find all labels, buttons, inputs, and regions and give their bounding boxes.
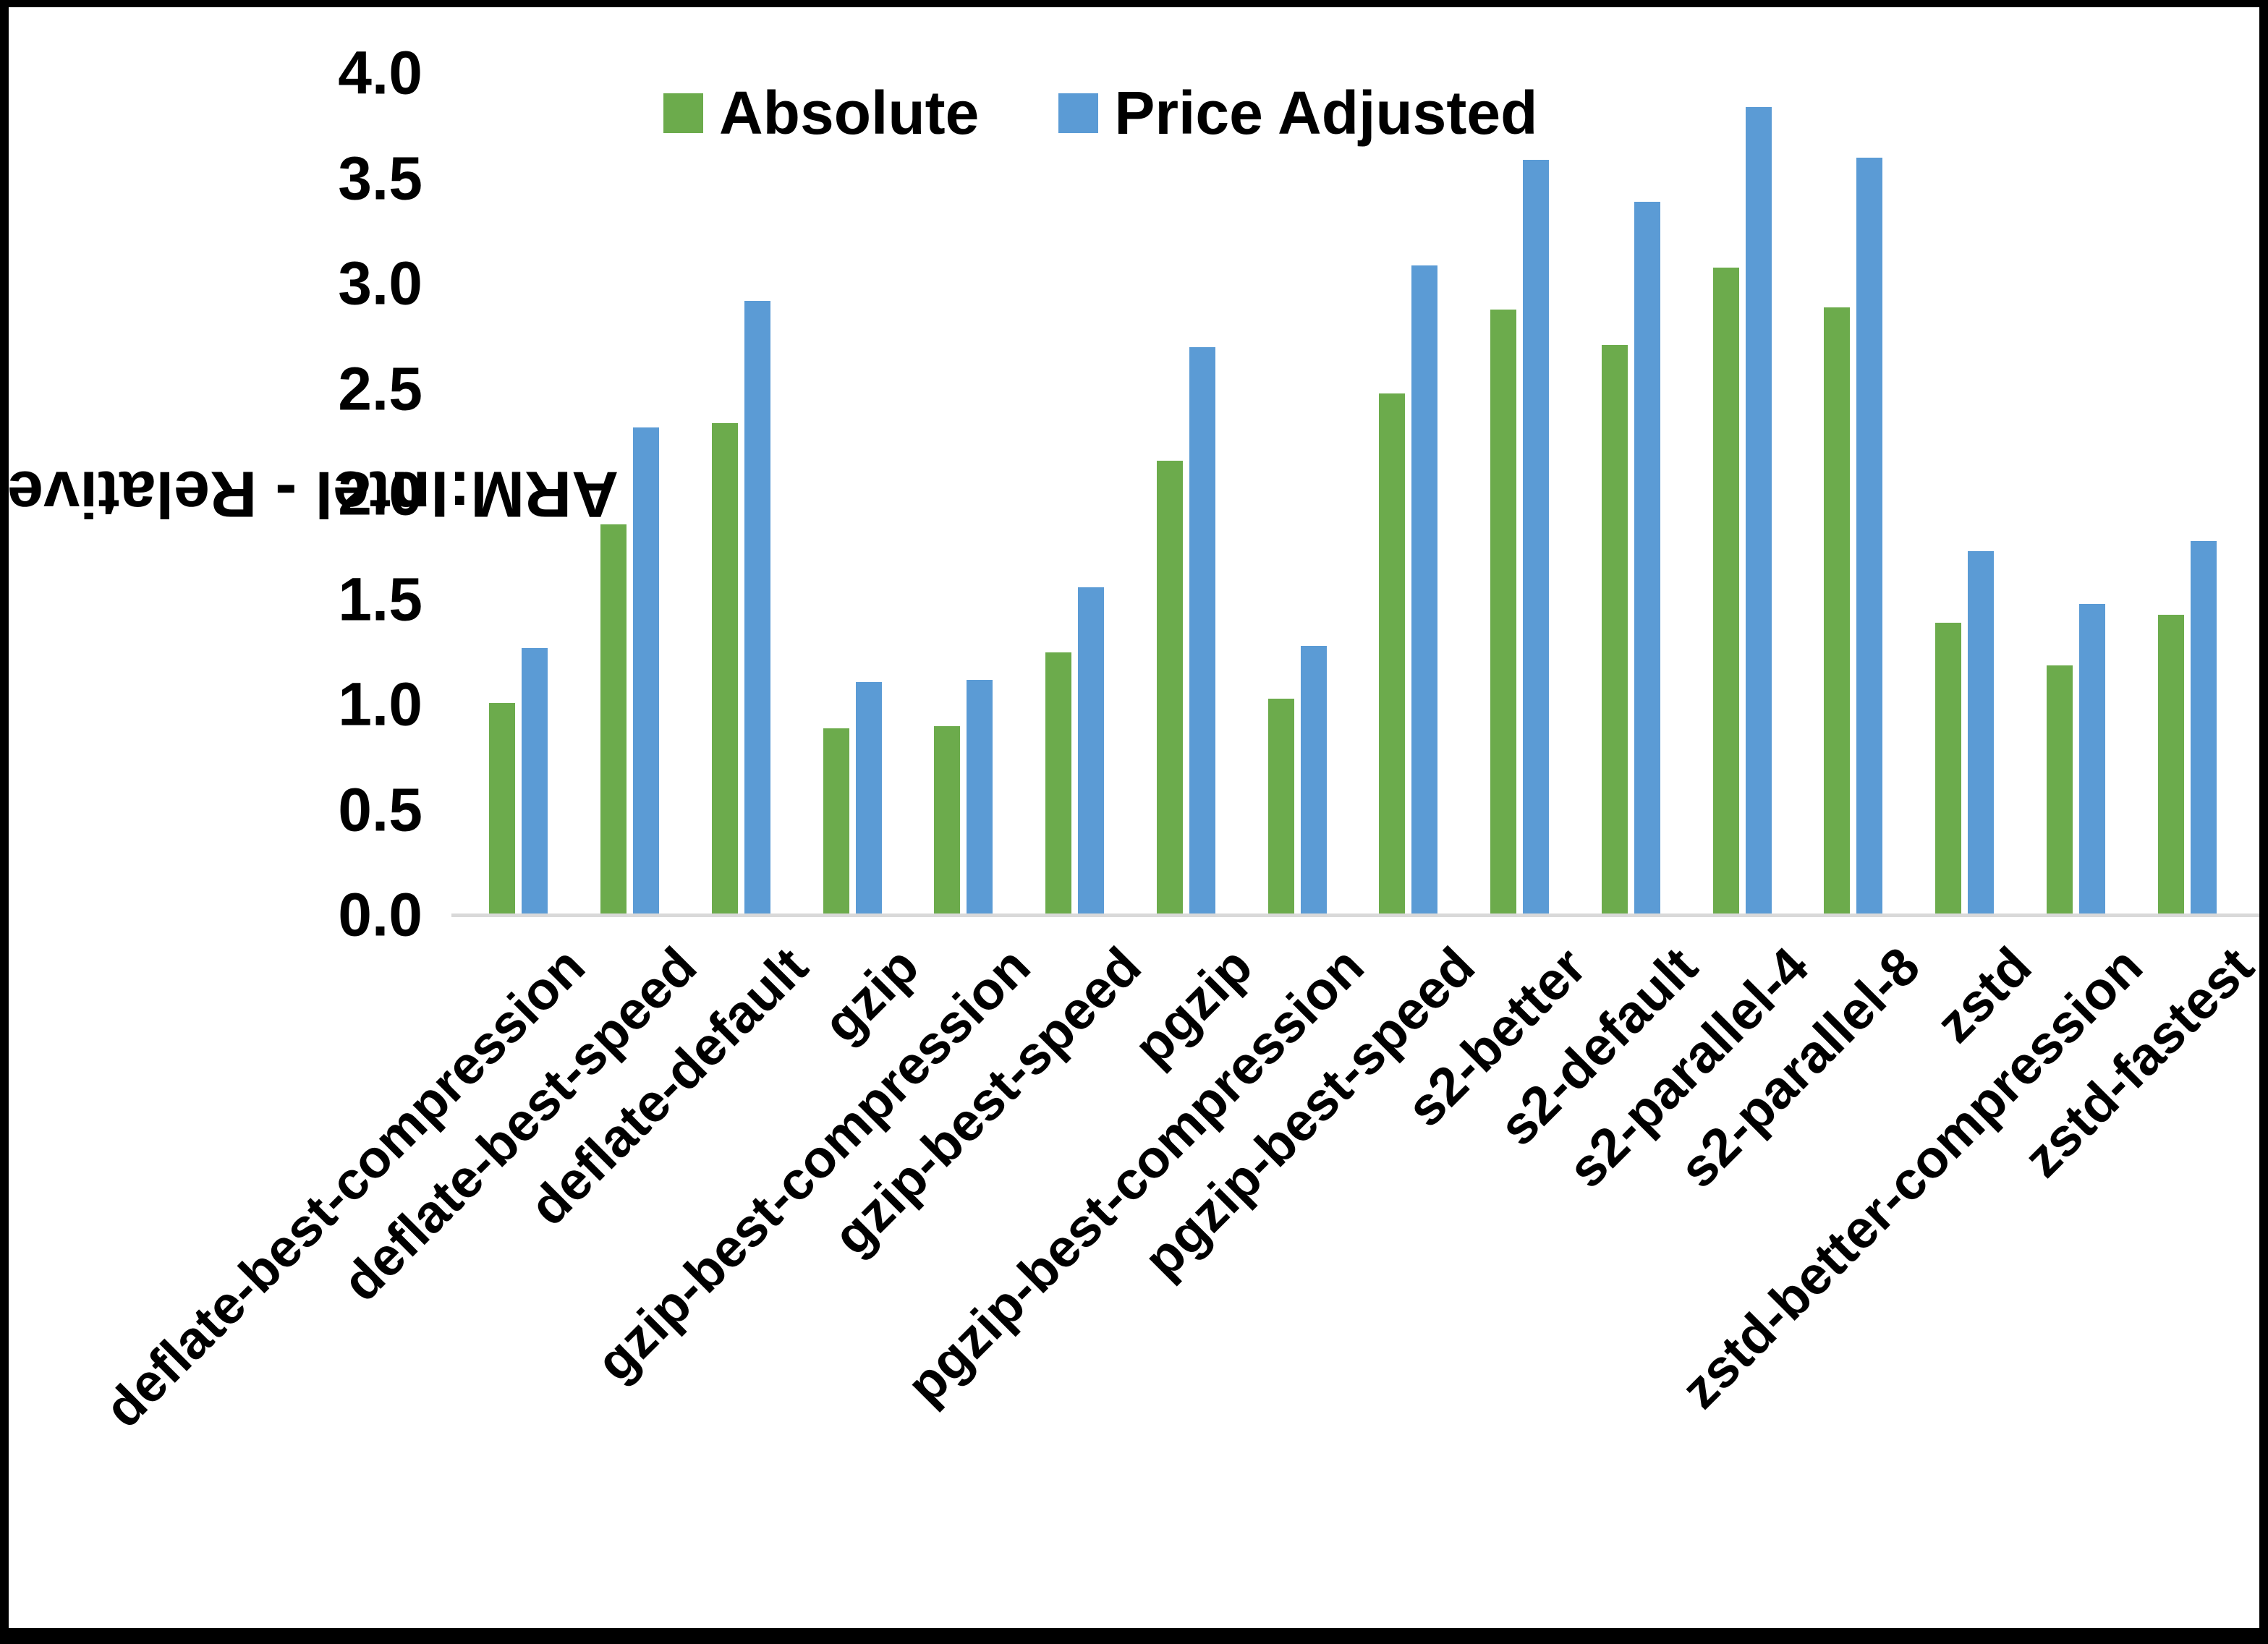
y-tick-label-3.5: 3.5 bbox=[338, 144, 422, 212]
price-adjusted-bar-zstd-fastest bbox=[2191, 541, 2217, 913]
legend-label-price-adjusted: Price Adjusted bbox=[1114, 79, 1538, 147]
absolute-bar-pgzip-best-speed bbox=[1379, 393, 1405, 913]
absolute-bar-s2-parallel-4 bbox=[1713, 268, 1739, 913]
price-adjusted-bar-deflate-best-compression bbox=[522, 648, 548, 913]
price-adjusted-bar-s2-default bbox=[1634, 202, 1660, 913]
legend-item-absolute: Absolute bbox=[663, 78, 979, 148]
y-tick-label-2.0: 2.0 bbox=[338, 459, 422, 528]
x-axis-line bbox=[451, 913, 2259, 917]
absolute-bar-pgzip bbox=[1157, 461, 1183, 913]
legend-label-absolute: Absolute bbox=[719, 79, 980, 147]
y-tick-label-3.0: 3.0 bbox=[338, 249, 422, 318]
price-adjusted-bar-gzip-best-compression bbox=[967, 680, 993, 913]
y-tick-label-2.5: 2.5 bbox=[338, 354, 422, 422]
absolute-bar-s2-better bbox=[1490, 310, 1516, 913]
absolute-bar-deflate-best-speed bbox=[600, 524, 627, 913]
price-adjusted-bar-zstd-better-compression bbox=[2079, 604, 2105, 913]
absolute-bar-gzip-best-compression bbox=[934, 726, 960, 913]
absolute-bar-gzip bbox=[823, 728, 849, 913]
price-adjusted-bar-deflate-default bbox=[744, 301, 770, 913]
y-tick-label-0.5: 0.5 bbox=[338, 775, 422, 843]
absolute-bar-deflate-best-compression bbox=[489, 703, 515, 913]
legend-item-price-adjusted: Price Adjusted bbox=[1058, 78, 1537, 148]
legend-swatch-absolute bbox=[663, 93, 703, 133]
price-adjusted-bar-pgzip-best-compression bbox=[1301, 646, 1327, 913]
price-adjusted-bar-deflate-best-speed bbox=[633, 427, 659, 913]
x-category-label-deflate-best-compression: deflate-best-compression bbox=[93, 935, 597, 1439]
absolute-bar-zstd-better-compression bbox=[2047, 665, 2073, 913]
absolute-bar-deflate-default bbox=[712, 423, 738, 913]
price-adjusted-bar-s2-parallel-4 bbox=[1746, 107, 1772, 913]
price-adjusted-bar-pgzip-best-speed bbox=[1411, 265, 1437, 913]
legend-swatch-price-adjusted bbox=[1058, 93, 1099, 133]
y-tick-label-1.0: 1.0 bbox=[338, 670, 422, 738]
price-adjusted-bar-s2-better bbox=[1523, 160, 1549, 913]
price-adjusted-bar-pgzip bbox=[1189, 347, 1215, 913]
absolute-bar-pgzip-best-compression bbox=[1268, 699, 1294, 913]
legend: Absolute Price Adjusted bbox=[663, 78, 1537, 148]
absolute-bar-gzip-best-speed bbox=[1045, 652, 1071, 913]
price-adjusted-bar-zstd bbox=[1968, 551, 1994, 913]
absolute-bar-zstd bbox=[1935, 623, 1961, 913]
y-tick-label-1.5: 1.5 bbox=[338, 565, 422, 633]
absolute-bar-s2-default bbox=[1602, 345, 1628, 913]
y-tick-label-4.0: 4.0 bbox=[338, 38, 422, 107]
price-adjusted-bar-gzip bbox=[856, 682, 882, 913]
price-adjusted-bar-gzip-best-speed bbox=[1078, 587, 1104, 913]
absolute-bar-zstd-fastest bbox=[2158, 615, 2184, 913]
absolute-bar-s2-parallel-8 bbox=[1824, 307, 1850, 913]
price-adjusted-bar-s2-parallel-8 bbox=[1856, 158, 1882, 913]
y-tick-label-0.0: 0.0 bbox=[338, 880, 422, 949]
